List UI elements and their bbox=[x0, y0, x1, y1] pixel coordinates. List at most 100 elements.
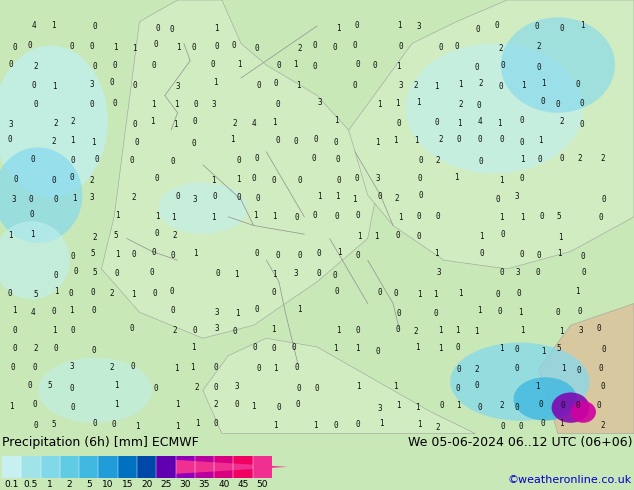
Text: Precipitation (6h) [mm] ECMWF: Precipitation (6h) [mm] ECMWF bbox=[2, 436, 198, 449]
Text: 3: 3 bbox=[211, 100, 216, 109]
Text: 1: 1 bbox=[250, 402, 256, 411]
Text: 0: 0 bbox=[214, 42, 219, 51]
Text: 1: 1 bbox=[113, 43, 118, 52]
Text: 25: 25 bbox=[160, 480, 172, 489]
Text: 0: 0 bbox=[500, 61, 505, 70]
Text: 1: 1 bbox=[234, 270, 238, 279]
Text: 0: 0 bbox=[34, 421, 38, 430]
Text: 0: 0 bbox=[170, 287, 174, 296]
Text: 0: 0 bbox=[214, 383, 218, 392]
Text: 0: 0 bbox=[399, 42, 403, 51]
Text: 2: 2 bbox=[34, 62, 38, 71]
Text: 2: 2 bbox=[578, 154, 582, 163]
Text: We 05-06-2024 06..12 UTC (06+06): We 05-06-2024 06..12 UTC (06+06) bbox=[408, 436, 632, 449]
Text: 0: 0 bbox=[112, 62, 117, 71]
Bar bbox=[2, 456, 22, 478]
Text: 3: 3 bbox=[8, 120, 13, 128]
Text: 3: 3 bbox=[378, 404, 382, 413]
Text: 1: 1 bbox=[458, 80, 463, 89]
Text: 3: 3 bbox=[192, 196, 197, 204]
Text: 3: 3 bbox=[90, 193, 94, 202]
Text: 0: 0 bbox=[154, 229, 158, 238]
Text: 0: 0 bbox=[171, 306, 175, 315]
Text: 0: 0 bbox=[191, 43, 197, 52]
Text: 0: 0 bbox=[33, 364, 37, 372]
Text: 0: 0 bbox=[294, 137, 298, 146]
Text: 1: 1 bbox=[353, 196, 357, 204]
Text: 0: 0 bbox=[276, 251, 281, 261]
Text: 0.5: 0.5 bbox=[23, 480, 38, 489]
Text: 0: 0 bbox=[8, 290, 12, 298]
Text: 30: 30 bbox=[179, 480, 191, 489]
Text: 0: 0 bbox=[497, 307, 501, 316]
Text: 0: 0 bbox=[596, 401, 601, 410]
Text: 1: 1 bbox=[456, 119, 462, 128]
Text: 0: 0 bbox=[277, 403, 281, 412]
Text: 0: 0 bbox=[560, 153, 564, 163]
Text: 0: 0 bbox=[515, 364, 520, 373]
Text: 1: 1 bbox=[214, 24, 219, 33]
Text: 0: 0 bbox=[477, 403, 482, 412]
Text: 1: 1 bbox=[396, 401, 401, 411]
Text: 0: 0 bbox=[296, 384, 301, 393]
Text: 0: 0 bbox=[210, 60, 216, 69]
Text: 0: 0 bbox=[257, 81, 262, 90]
Text: 3: 3 bbox=[214, 324, 219, 333]
Text: 0: 0 bbox=[53, 271, 58, 280]
Text: 0: 0 bbox=[500, 230, 505, 239]
Text: 1: 1 bbox=[499, 176, 503, 185]
Text: 0: 0 bbox=[555, 100, 560, 109]
Text: 4: 4 bbox=[32, 21, 36, 30]
Text: 1: 1 bbox=[236, 174, 241, 184]
Text: 1: 1 bbox=[416, 98, 420, 107]
Text: 1: 1 bbox=[377, 100, 382, 109]
Text: 1: 1 bbox=[254, 211, 258, 220]
Text: 0: 0 bbox=[131, 362, 135, 371]
Text: 0: 0 bbox=[313, 62, 317, 71]
Text: 2: 2 bbox=[560, 117, 564, 125]
Bar bbox=[253, 456, 272, 478]
Text: 1: 1 bbox=[10, 402, 14, 411]
Text: 1: 1 bbox=[297, 305, 302, 314]
Text: 1: 1 bbox=[175, 400, 179, 409]
Text: 0: 0 bbox=[134, 139, 139, 147]
Text: 0: 0 bbox=[560, 24, 564, 32]
Text: 1: 1 bbox=[333, 344, 338, 353]
Text: 0: 0 bbox=[70, 156, 75, 165]
Text: 0: 0 bbox=[153, 384, 158, 393]
Text: 0: 0 bbox=[355, 21, 359, 30]
Text: 2: 2 bbox=[71, 117, 75, 126]
Text: 0: 0 bbox=[354, 174, 359, 183]
Text: 1: 1 bbox=[417, 290, 422, 299]
Text: 0: 0 bbox=[597, 324, 601, 333]
Text: 1: 1 bbox=[498, 119, 502, 128]
Text: 1: 1 bbox=[518, 308, 522, 317]
Text: 1: 1 bbox=[499, 214, 503, 222]
Text: 2: 2 bbox=[499, 401, 504, 410]
Text: 1: 1 bbox=[12, 306, 16, 315]
Text: 0: 0 bbox=[500, 268, 505, 277]
Text: 0: 0 bbox=[576, 401, 580, 411]
Text: 0: 0 bbox=[333, 421, 339, 430]
Text: 0: 0 bbox=[13, 344, 17, 353]
Text: 0: 0 bbox=[192, 325, 197, 335]
Text: 0: 0 bbox=[235, 400, 240, 409]
Text: 1: 1 bbox=[114, 381, 119, 390]
Text: 1: 1 bbox=[580, 21, 585, 30]
Text: 1: 1 bbox=[151, 100, 156, 109]
Text: 1: 1 bbox=[115, 250, 120, 259]
Text: 15: 15 bbox=[122, 480, 133, 489]
Text: 0: 0 bbox=[335, 155, 340, 164]
Text: 1: 1 bbox=[438, 344, 443, 353]
Text: 1: 1 bbox=[559, 233, 563, 242]
Text: 0: 0 bbox=[393, 289, 398, 298]
Text: 0: 0 bbox=[297, 251, 302, 260]
Text: 0: 0 bbox=[214, 419, 218, 428]
Text: 0: 0 bbox=[519, 138, 524, 147]
Text: 0: 0 bbox=[109, 78, 113, 87]
Text: 2: 2 bbox=[439, 135, 443, 145]
Text: 0: 0 bbox=[455, 42, 459, 51]
Text: 0: 0 bbox=[271, 288, 276, 297]
Ellipse shape bbox=[0, 221, 70, 299]
Text: 0: 0 bbox=[231, 41, 236, 50]
